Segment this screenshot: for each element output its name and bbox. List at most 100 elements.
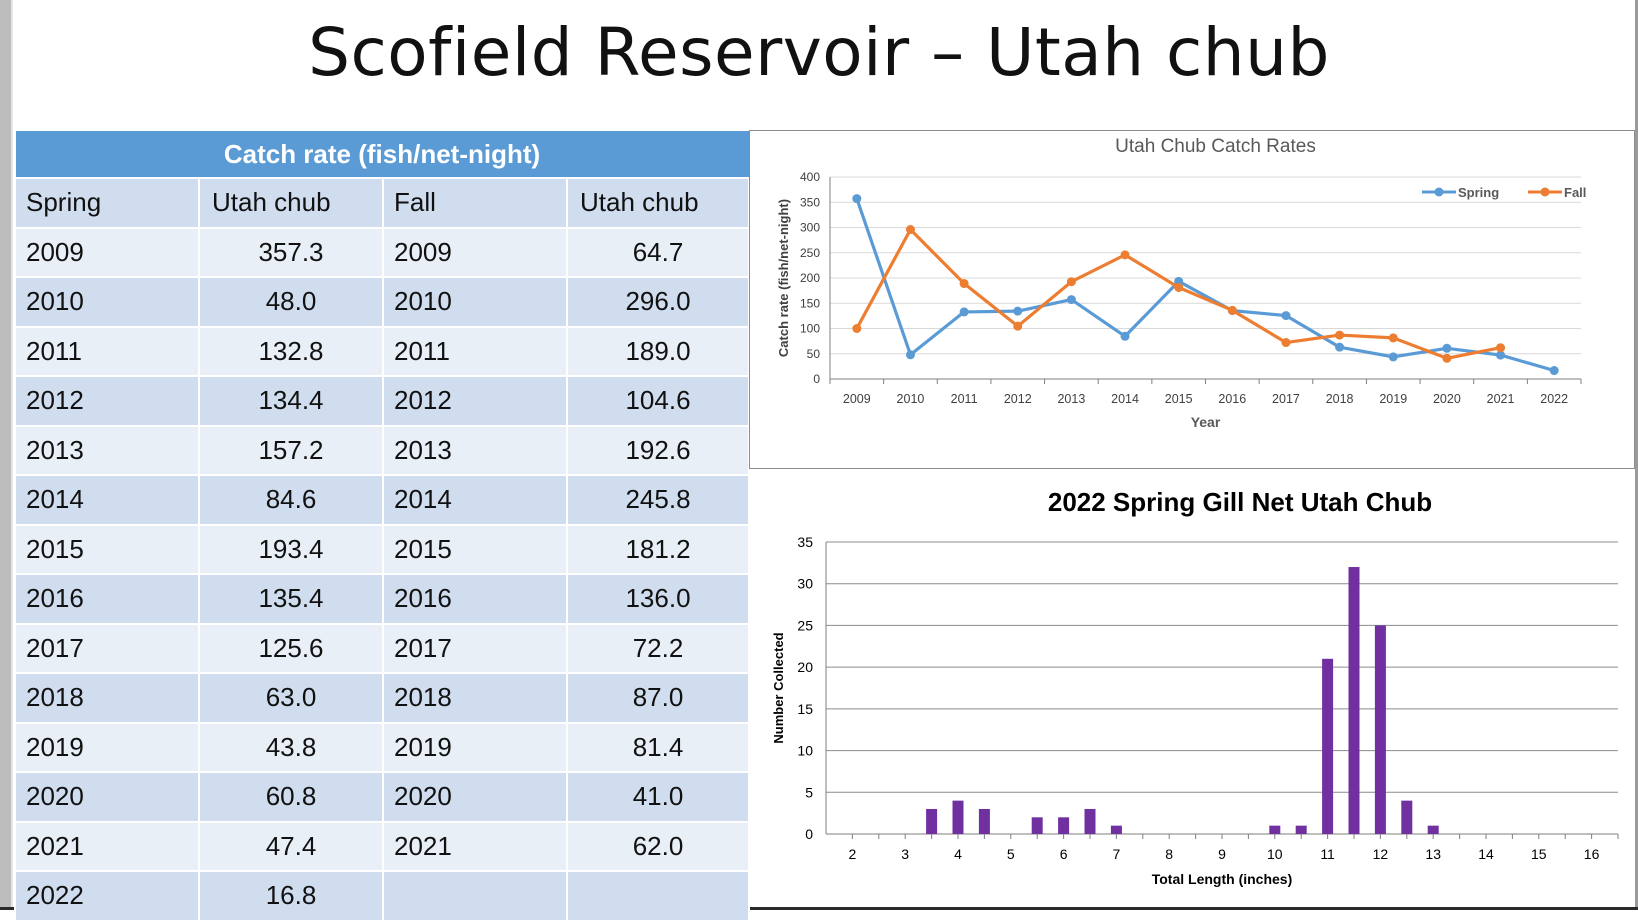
table-row: 2009 357.3 2009 64.7	[14, 226, 751, 278]
year-cell: 2014	[14, 474, 200, 526]
table-row: 2011 132.8 2011 189.0	[14, 325, 751, 377]
bar	[1427, 825, 1439, 834]
y-tick-label: 35	[797, 534, 813, 550]
table-column-header-row: Spring Utah chub Fall Utah chub	[14, 177, 751, 229]
x-tick-label: 14	[1478, 846, 1494, 862]
x-tick-label: 2017	[1272, 392, 1300, 406]
y-tick-label: 200	[800, 271, 820, 285]
data-point-spring	[1496, 350, 1506, 360]
year-cell: 2010	[382, 276, 568, 328]
data-point-fall	[1174, 282, 1184, 292]
x-tick-label: 10	[1267, 846, 1283, 862]
y-tick-label: 150	[800, 296, 820, 310]
catch-rate-cell: 62.0	[565, 820, 751, 872]
length-frequency-bar-chart: 2022 Spring Gill Net Utah Chub0510152025…	[771, 487, 1619, 887]
bar	[1401, 800, 1413, 834]
left-edge-bar	[0, 0, 11, 910]
data-point-spring	[1388, 352, 1398, 362]
data-point-fall	[1120, 250, 1130, 260]
y-axis-label: Number Collected	[771, 632, 786, 743]
y-tick-label: 350	[800, 195, 820, 209]
catch-rate-cell: 60.8	[198, 771, 384, 823]
x-tick-label: 2016	[1218, 392, 1246, 406]
catch-rate-cell: 72.2	[565, 622, 751, 674]
x-tick-label: 2019	[1379, 392, 1407, 406]
catch-rate-line-chart: Utah Chub Catch Rates 0 50 100 150 200 250 300 3…	[776, 136, 1586, 430]
x-tick-label: 3	[901, 846, 909, 862]
bar	[1374, 625, 1386, 834]
x-axis-label: Total Length (inches)	[1152, 871, 1293, 887]
year-cell: 2021	[382, 820, 568, 872]
data-point-spring	[1013, 306, 1023, 316]
column-header: Spring	[14, 177, 200, 229]
year-cell: 2009	[382, 226, 568, 278]
catch-rate-cell: 81.4	[565, 721, 751, 773]
y-tick-label: 0	[813, 372, 820, 386]
catch-rate-cell: 132.8	[198, 325, 384, 377]
table-row: 2010 48.0 2010 296.0	[14, 276, 751, 328]
y-tick-label: 0	[805, 826, 813, 842]
right-edge-bar	[1635, 0, 1638, 910]
column-header: Fall	[382, 177, 568, 229]
year-cell: 2010	[14, 276, 200, 328]
bar	[926, 808, 938, 834]
line-chart-panel: Utah Chub Catch Rates 0 50 100 150 200 250 300 3…	[749, 130, 1635, 469]
year-cell: 2020	[14, 771, 200, 823]
y-tick-label: 10	[797, 743, 813, 759]
year-cell: 2011	[382, 325, 568, 377]
table-row: 2021 47.4 2021 62.0	[14, 820, 751, 872]
table-row: 2018 63.0 2018 87.0	[14, 672, 751, 724]
data-point-fall	[959, 279, 969, 289]
catch-rate-cell: 245.8	[565, 474, 751, 526]
line-chart-title: Utah Chub Catch Rates	[1115, 136, 1316, 157]
year-cell: 2015	[382, 523, 568, 575]
year-cell: 2018	[14, 672, 200, 724]
y-tick-label: 30	[797, 576, 813, 592]
data-point-spring	[1174, 276, 1184, 286]
y-tick-label: 25	[797, 617, 813, 633]
legend-label: Spring	[1458, 185, 1499, 200]
data-point-fall	[1442, 353, 1452, 363]
x-tick-label: 2009	[843, 392, 871, 406]
table-row: 2020 60.8 2020 41.0	[14, 771, 751, 823]
catch-rate-cell: 134.4	[198, 375, 384, 427]
data-point-fall	[905, 225, 915, 235]
y-tick-label: 5	[805, 784, 813, 800]
data-point-fall	[852, 324, 862, 333]
catch-rate-cell: 47.4	[198, 820, 384, 872]
data-point-spring	[852, 194, 862, 204]
x-tick-label: 2021	[1487, 392, 1515, 406]
legend-label: Fall	[1564, 185, 1586, 200]
bar	[1031, 817, 1043, 834]
bar	[1295, 825, 1307, 834]
x-tick-label: 5	[1007, 846, 1015, 862]
bottom-edge-bar	[0, 907, 1638, 910]
catch-rate-cell: 64.7	[565, 226, 751, 278]
catch-rate-cell	[565, 870, 751, 922]
bar-chart-panel: 2022 Spring Gill Net Utah Chub 0 5 10 15 20 25…	[749, 475, 1635, 905]
catch-rate-cell: 157.2	[198, 424, 384, 476]
legend-marker	[1540, 187, 1550, 197]
bar	[1084, 808, 1096, 834]
y-tick-label: 400	[800, 170, 820, 184]
bar-chart-title: 2022 Spring Gill Net Utah Chub	[1048, 487, 1432, 517]
x-tick-label: 2011	[951, 392, 978, 406]
catch-rate-cell: 43.8	[198, 721, 384, 773]
year-cell: 2013	[382, 424, 568, 476]
y-tick-label: 250	[800, 246, 820, 260]
x-tick-label: 2013	[1057, 392, 1085, 406]
year-cell: 2011	[14, 325, 200, 377]
x-tick-label: 2014	[1111, 392, 1139, 406]
x-tick-label: 6	[1060, 846, 1068, 862]
year-cell	[382, 870, 568, 922]
table-row: 2013 157.2 2013 192.6	[14, 424, 751, 476]
x-tick-label: 15	[1531, 846, 1547, 862]
catch-rate-cell: 135.4	[198, 573, 384, 625]
series-line-spring	[855, 198, 1555, 373]
catch-rate-cell: 16.8	[198, 870, 384, 922]
year-cell: 2013	[14, 424, 200, 476]
catch-rate-cell: 189.0	[565, 325, 751, 377]
x-tick-label: 2020	[1433, 392, 1461, 406]
bar	[1269, 825, 1281, 834]
year-cell: 2021	[14, 820, 200, 872]
